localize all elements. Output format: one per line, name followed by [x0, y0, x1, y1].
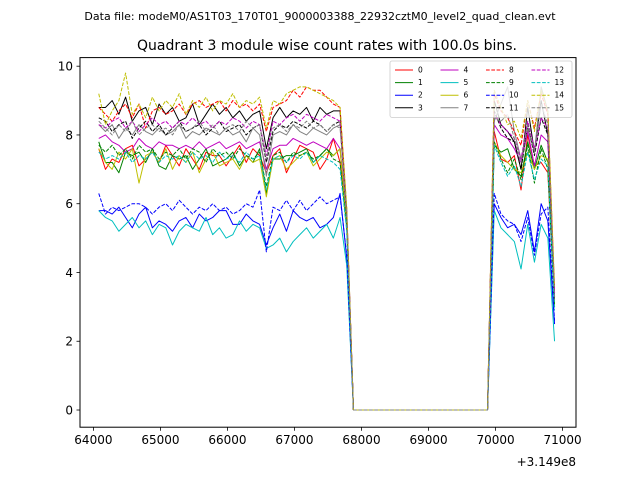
- legend-label-6: 6: [464, 91, 469, 100]
- x-tick-label: 71000: [544, 433, 582, 447]
- y-tick-label: 10: [58, 59, 73, 73]
- legend-label-3: 3: [418, 103, 423, 112]
- x-tick-label: 67000: [275, 433, 313, 447]
- series-line-7: [98, 86, 556, 411]
- legend-label-12: 12: [555, 66, 565, 75]
- x-axis-offset-label: +3.149e8: [517, 455, 576, 469]
- series-line-1: [98, 141, 556, 411]
- y-tick-label: 6: [65, 197, 73, 211]
- y-tick-label: 4: [65, 266, 73, 280]
- series-line-13: [98, 144, 556, 411]
- x-tick-label: 65000: [141, 433, 179, 447]
- x-tick-label: 66000: [208, 433, 246, 447]
- legend-label-13: 13: [555, 78, 565, 87]
- series-line-5: [98, 210, 556, 411]
- legend-label-0: 0: [418, 66, 423, 75]
- y-tick-label: 0: [65, 403, 73, 417]
- series-line-2: [98, 192, 556, 411]
- series-line-6: [98, 141, 556, 411]
- legend-label-5: 5: [464, 78, 469, 87]
- legend-label-4: 4: [464, 66, 469, 75]
- legend-box: [389, 60, 573, 118]
- legend-label-8: 8: [509, 66, 514, 75]
- series-line-12: [98, 113, 556, 411]
- y-tick-label: 2: [65, 335, 73, 349]
- figure-suptitle: Data file: modeM0/AS1T03_170T01_90000033…: [84, 10, 556, 23]
- y-tick-label: 8: [65, 128, 73, 142]
- series-line-15: [98, 103, 556, 411]
- x-axis: 64000 65000 66000 67000 68000 69000 70000 71000: [74, 427, 582, 447]
- x-tick-label: 64000: [74, 433, 112, 447]
- chart-title: Quadrant 3 module wise count rates with …: [137, 38, 517, 54]
- legend-label-7: 7: [464, 103, 469, 112]
- legend-label-15: 15: [555, 103, 565, 112]
- series-line-10: [98, 189, 556, 411]
- x-tick-label: 68000: [342, 433, 380, 447]
- legend-label-2: 2: [418, 91, 423, 100]
- plot-area: [98, 72, 556, 411]
- x-tick-label: 70000: [476, 433, 514, 447]
- series-line-0: [98, 131, 556, 411]
- series-line-3: [98, 96, 556, 411]
- x-tick-label: 69000: [409, 433, 447, 447]
- legend-label-11: 11: [509, 103, 519, 112]
- legend-label-10: 10: [509, 91, 519, 100]
- legend-label-1: 1: [418, 78, 423, 87]
- legend-label-9: 9: [509, 78, 514, 87]
- y-axis: 0 2 4 6 8 10: [58, 59, 80, 417]
- legend-label-14: 14: [555, 91, 565, 100]
- axes-frame: [79, 57, 577, 428]
- series-line-9: [98, 141, 556, 411]
- series-line-14: [98, 72, 556, 411]
